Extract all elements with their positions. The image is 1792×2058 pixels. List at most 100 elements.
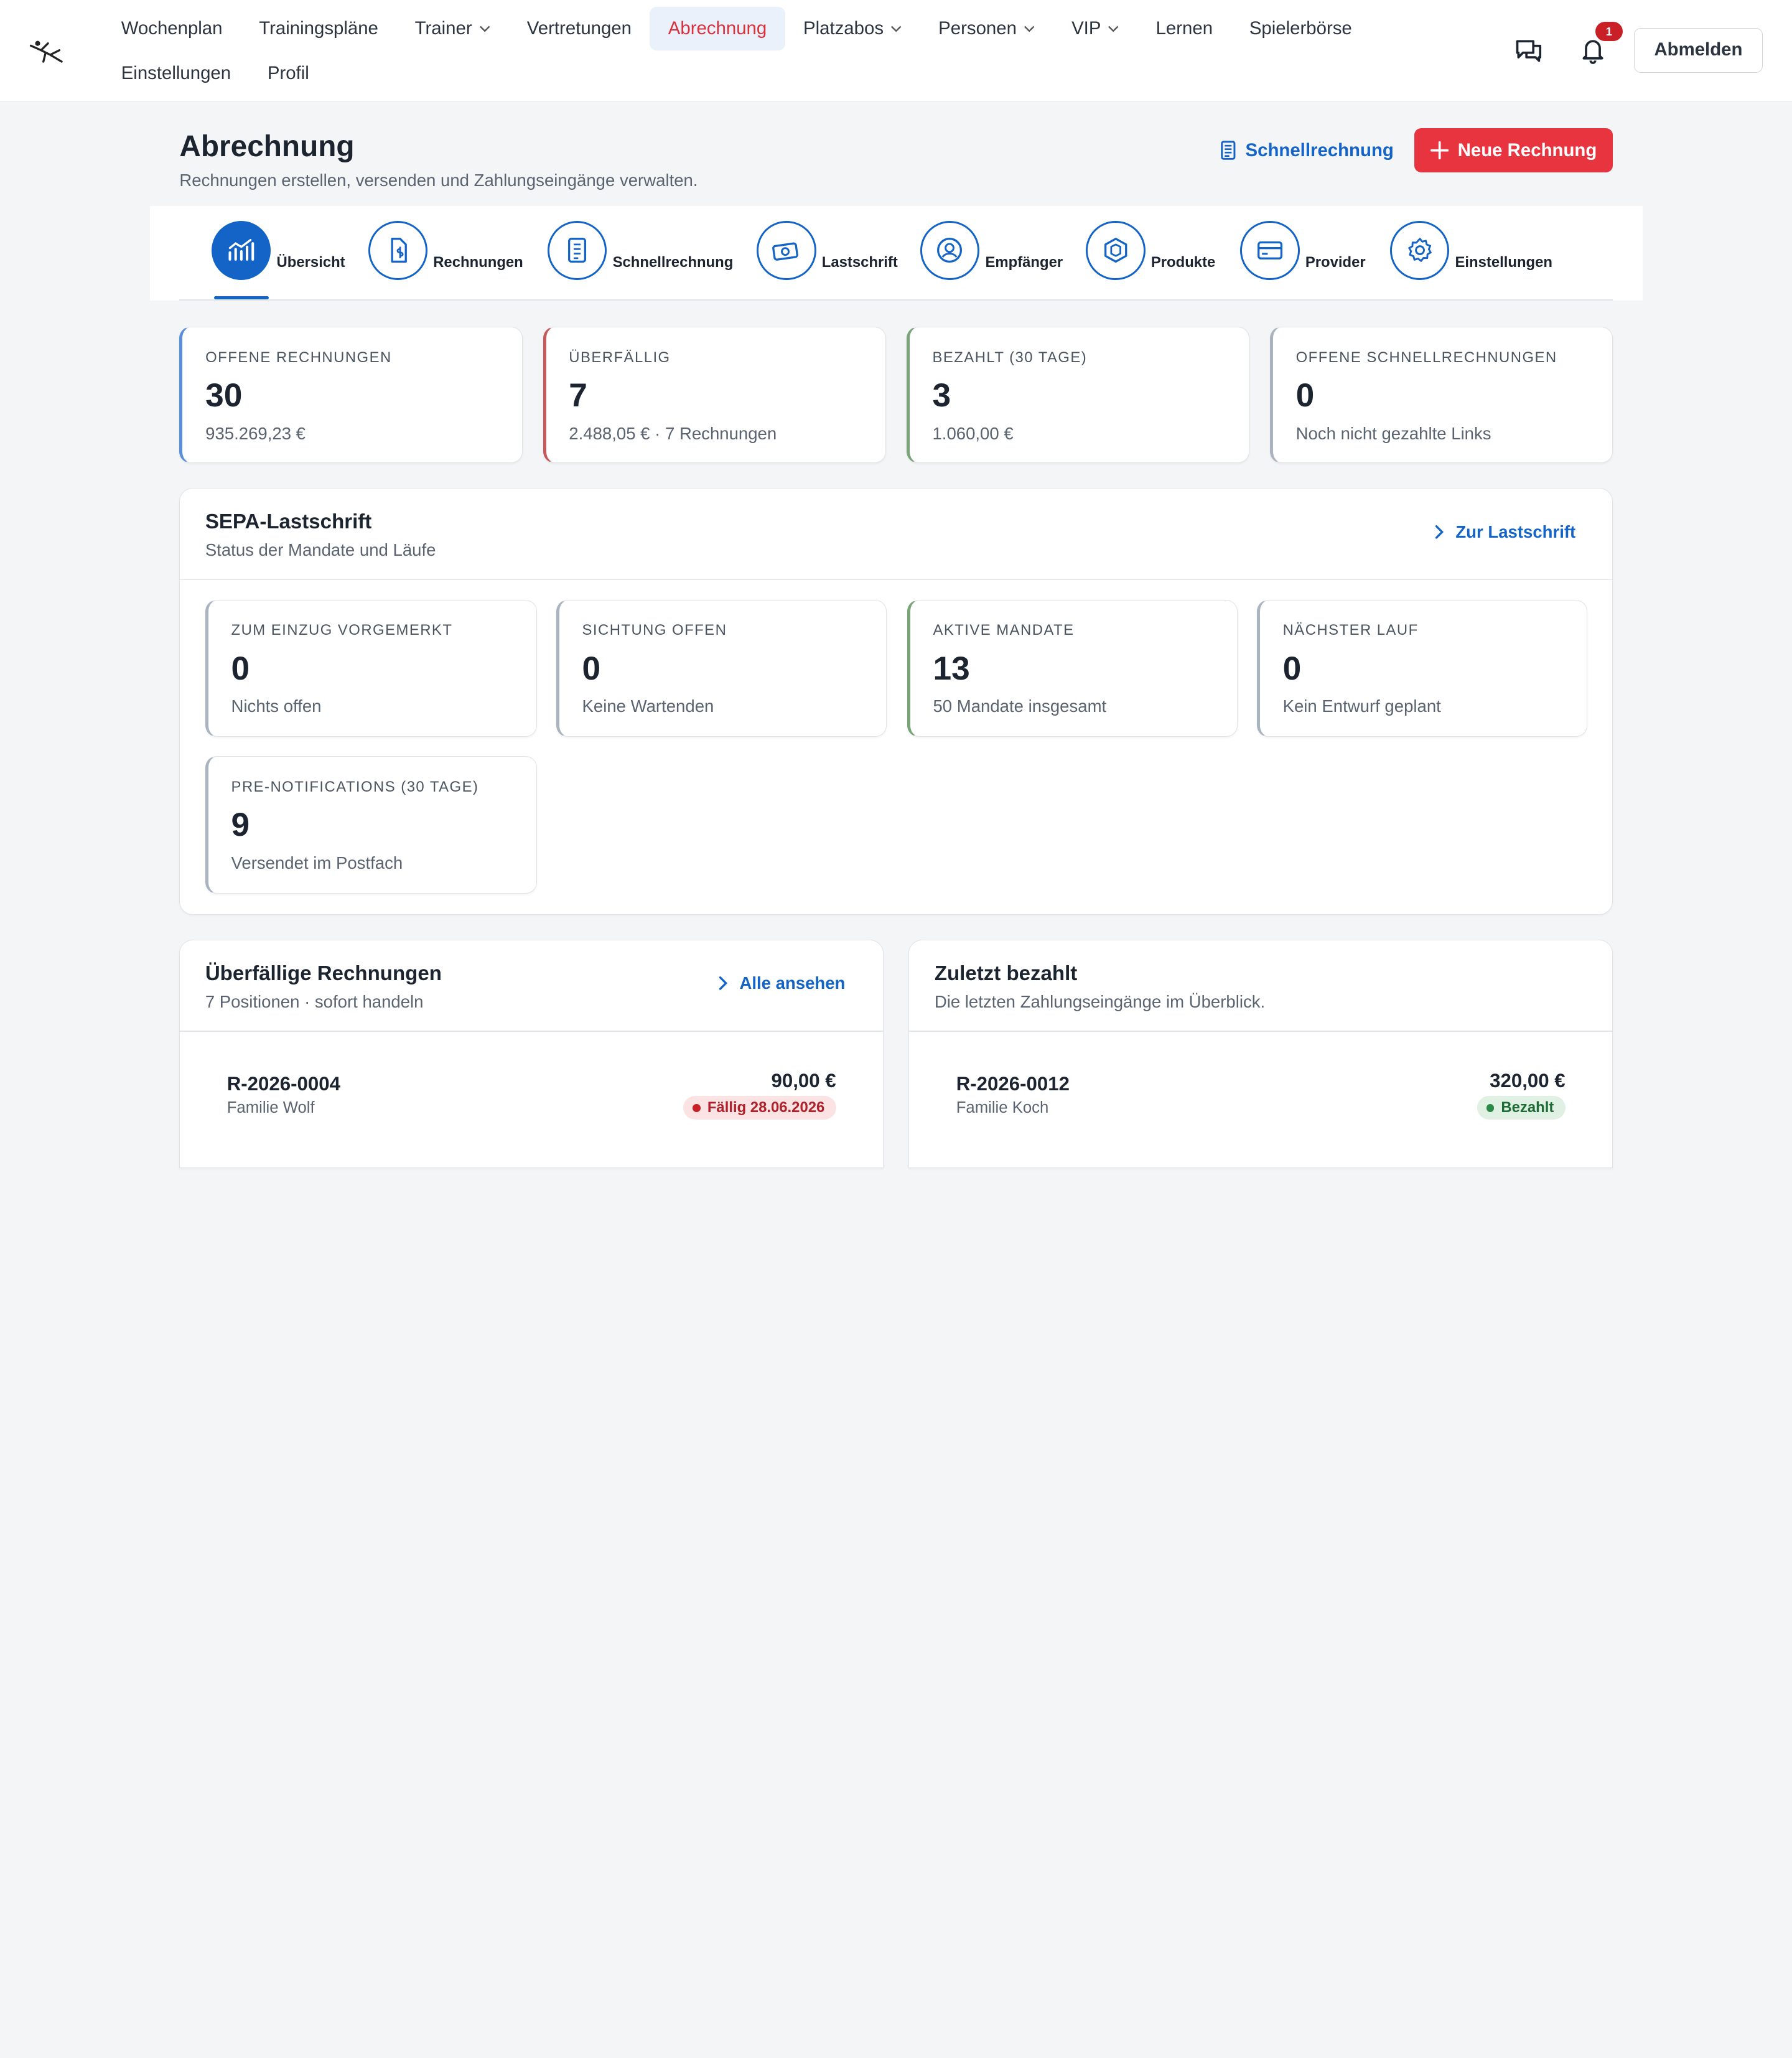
tab-label: Einstellungen [1455, 254, 1552, 271]
top-actions: 1 Abmelden [1506, 21, 1763, 73]
tab-label: Empfänger [985, 254, 1063, 271]
go-to-direct-debit-link[interactable]: Zur Lastschrift [1433, 522, 1575, 542]
stat-card-open-invoices[interactable]: OFFENE RECHNUNGEN 30 935.269,23 € [179, 327, 523, 463]
billing-tabs: Übersicht Rechnungen Schnellrechnung Las… [149, 205, 1643, 301]
invoice-customer: Familie Koch [956, 1099, 1049, 1117]
status-dot [1486, 1103, 1495, 1112]
invoice-amount: 320,00 € [1490, 1069, 1566, 1092]
tab-rechnungen[interactable]: Rechnungen [368, 220, 523, 281]
sepa-card-active-mandates[interactable]: AKTIVE MANDATE 13 50 Mandate insgesamt [907, 599, 1238, 737]
page-title: Abrechnung [179, 129, 355, 163]
nav-item-platzabos[interactable]: Platzabos [785, 7, 920, 50]
nav-label: Spielerbörse [1249, 18, 1352, 39]
status-badge: Bezahlt [1477, 1095, 1566, 1120]
tab-icon-wrap [211, 220, 271, 281]
section-subtitle: 7 Positionen · sofort handeln [205, 991, 424, 1011]
new-invoice-button[interactable]: Neue Rechnung [1414, 128, 1613, 173]
logout-button[interactable]: Abmelden [1634, 27, 1763, 73]
sepa-card-review-open[interactable]: SICHTUNG OFFEN 0 Keine Wartenden [556, 599, 887, 737]
stat-sub: 50 Mandate insgesamt [933, 696, 1107, 716]
stat-card-paid-30-days[interactable]: BEZAHLT (30 TAGE) 3 1.060,00 € [906, 327, 1249, 463]
nav-item-vip[interactable]: VIP [1053, 7, 1138, 50]
nav-item-abrechnung[interactable]: Abrechnung [650, 7, 785, 50]
nav-label: Abrechnung [668, 18, 767, 39]
recently-paid-section: Zuletzt bezahlt Die letzten Zahlungseing… [908, 940, 1613, 1169]
main-nav: Wochenplan Trainingspläne Trainer Vertre… [103, 7, 1497, 96]
section-title: Zuletzt bezahlt [934, 961, 1078, 985]
page-subtitle: Rechnungen erstellen, versenden und Zahl… [179, 170, 698, 190]
tab-einstellungen[interactable]: Einstellungen [1389, 220, 1552, 281]
stat-sub: Kein Entwurf geplant [1282, 696, 1441, 716]
sepa-card-pre-notifications[interactable]: PRE-NOTIFICATIONS (30 TAGE) 9 Versendet … [205, 756, 537, 894]
bell-icon [1582, 40, 1603, 64]
tab-label: Produkte [1150, 254, 1216, 271]
tab-schnellrechnung[interactable]: Schnellrechnung [547, 220, 733, 281]
stat-sub: 1.060,00 € [932, 423, 1014, 443]
section-link-label: Alle ansehen [739, 973, 846, 993]
stat-value: 13 [933, 650, 970, 687]
header-actions: Schnellrechnung Neue Rechnung [1220, 128, 1613, 173]
notifications-button[interactable]: 1 [1570, 21, 1623, 73]
stat-sub: Keine Wartenden [582, 696, 714, 716]
credit-card-icon [1257, 241, 1282, 260]
stat-value: 7 [569, 377, 587, 414]
nav-label: Trainer [414, 18, 472, 39]
stat-label: PRE-NOTIFICATIONS (30 TAGE) [231, 779, 479, 796]
status-label: Bezahlt [1501, 1099, 1554, 1116]
logo-icon[interactable] [27, 34, 66, 66]
nav-item-einstellungen[interactable]: Einstellungen [103, 52, 249, 95]
top-navigation-bar: Wochenplan Trainingspläne Trainer Vertre… [0, 0, 1792, 102]
stat-sub: Noch nicht gezahlte Links [1295, 423, 1491, 443]
nav-label: Platzabos [803, 18, 884, 39]
stat-card-overdue[interactable]: ÜBERFÄLLIG 7 2.488,05 € · 7 Rechnungen [543, 327, 886, 463]
tab-empfaenger[interactable]: Empfänger [920, 220, 1063, 281]
nav-item-lernen[interactable]: Lernen [1137, 7, 1231, 50]
nav-item-spielerboerse[interactable]: Spielerbörse [1231, 7, 1370, 50]
chevron-down-icon [1108, 26, 1119, 32]
nav-label: VIP [1071, 18, 1101, 39]
sepa-card-next-run[interactable]: NÄCHSTER LAUF 0 Kein Entwurf geplant [1256, 599, 1587, 737]
nav-item-trainer[interactable]: Trainer [396, 7, 508, 50]
tab-label: Lastschrift [821, 254, 898, 271]
nav-item-wochenplan[interactable]: Wochenplan [103, 7, 241, 50]
receipt-icon [568, 238, 587, 263]
stat-label: OFFENE RECHNUNGEN [205, 349, 392, 367]
new-invoice-label: Neue Rechnung [1457, 139, 1597, 161]
section-title: SEPA-Lastschrift [205, 510, 372, 534]
stat-value: 0 [582, 650, 601, 687]
tab-provider[interactable]: Provider [1240, 220, 1366, 281]
stat-label: NÄCHSTER LAUF [1282, 622, 1419, 639]
chevron-right-icon [719, 976, 727, 991]
nav-item-personen[interactable]: Personen [920, 7, 1053, 50]
status-label: Fällig 28.06.2026 [707, 1099, 825, 1116]
nav-label: Vertretungen [526, 18, 632, 39]
tab-lastschrift[interactable]: Lastschrift [757, 220, 898, 281]
quick-invoice-button[interactable]: Schnellrechnung [1220, 140, 1394, 161]
stat-sub: 2.488,05 € · 7 Rechnungen [569, 423, 777, 443]
nav-item-trainingsplaene[interactable]: Trainingspläne [241, 7, 396, 50]
tab-uebersicht[interactable]: Übersicht [211, 220, 345, 281]
stat-value: 9 [231, 807, 250, 844]
invoice-icon [391, 238, 407, 263]
invoice-number: R-2026-0004 [226, 1073, 340, 1095]
sepa-section: SEPA-Lastschrift Status der Mandate und … [179, 488, 1613, 915]
sepa-card-scheduled[interactable]: ZUM EINZUG VORGEMERKT 0 Nichts offen [205, 599, 537, 737]
messages-button[interactable] [1506, 27, 1552, 73]
nav-item-profil[interactable]: Profil [250, 52, 328, 95]
gear-icon [1407, 238, 1432, 263]
nav-label: Profil [267, 62, 309, 83]
nav-item-vertretungen[interactable]: Vertretungen [508, 7, 650, 50]
tab-icon-wrap [1389, 220, 1450, 281]
section-subtitle: Status der Mandate und Läufe [205, 540, 436, 560]
stat-value: 0 [1295, 377, 1315, 414]
tab-produkte[interactable]: Produkte [1086, 220, 1216, 281]
plus-icon [1430, 141, 1449, 160]
chevron-down-icon [891, 26, 902, 32]
money-icon [772, 242, 798, 261]
section-divider [909, 1031, 1612, 1032]
view-all-overdue-link[interactable]: Alle ansehen [717, 973, 846, 993]
tab-icon-wrap [1240, 220, 1300, 281]
stat-card-open-quick-invoices[interactable]: OFFENE SCHNELLRECHNUNGEN 0 Noch nicht ge… [1269, 327, 1613, 463]
tab-icon-wrap [547, 220, 607, 281]
stat-label: AKTIVE MANDATE [933, 622, 1075, 639]
